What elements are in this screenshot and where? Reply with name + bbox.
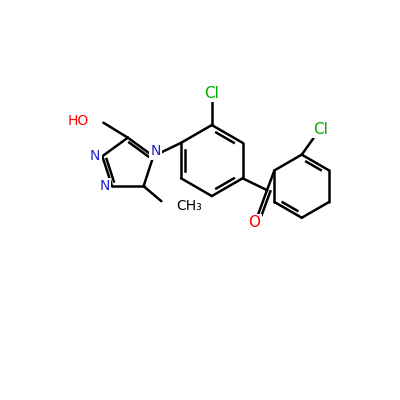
Text: Cl: Cl — [313, 122, 328, 137]
Text: Cl: Cl — [204, 86, 219, 101]
Text: N: N — [150, 144, 160, 158]
Text: N: N — [100, 179, 110, 193]
Text: CH₃: CH₃ — [176, 199, 202, 213]
Text: O: O — [248, 215, 260, 230]
Text: HO: HO — [67, 114, 88, 128]
Text: N: N — [90, 149, 100, 163]
